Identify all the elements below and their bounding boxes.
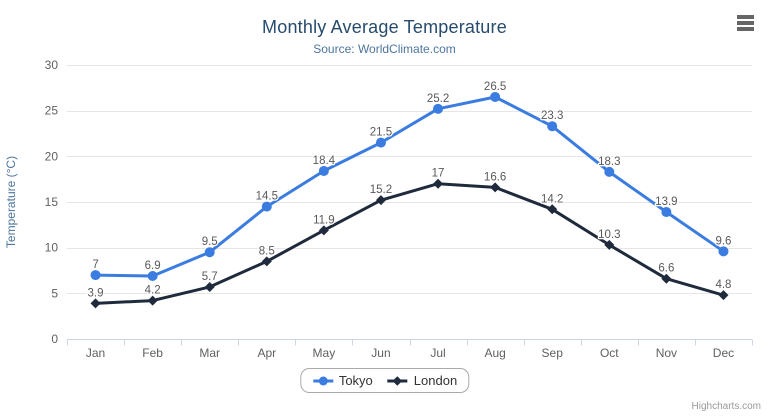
hamburger-icon [737, 15, 754, 19]
svg-text:Aug: Aug [484, 346, 505, 360]
svg-text:10.3: 10.3 [598, 229, 620, 241]
line-diamond-marker-icon [387, 375, 408, 386]
line-circle-marker-icon [312, 376, 333, 385]
svg-text:13.9: 13.9 [655, 196, 677, 208]
svg-text:6.6: 6.6 [658, 263, 674, 275]
hamburger-icon [737, 27, 754, 31]
svg-text:15: 15 [45, 195, 59, 209]
svg-text:Apr: Apr [257, 346, 276, 360]
legend-label: London [413, 373, 458, 388]
svg-text:4.2: 4.2 [145, 285, 161, 297]
svg-text:May: May [313, 346, 336, 360]
svg-text:Temperature (°C): Temperature (°C) [4, 156, 18, 248]
export-menu-button[interactable] [735, 13, 756, 33]
svg-text:Jul: Jul [430, 346, 445, 360]
svg-text:9.6: 9.6 [715, 235, 731, 247]
svg-text:25: 25 [45, 104, 59, 118]
svg-text:10: 10 [45, 241, 59, 255]
hamburger-icon [737, 21, 754, 25]
svg-text:8.5: 8.5 [259, 245, 275, 257]
svg-text:14.2: 14.2 [541, 193, 563, 205]
svg-text:16.6: 16.6 [484, 171, 506, 183]
svg-text:25.2: 25.2 [427, 93, 449, 105]
svg-text:Oct: Oct [600, 346, 619, 360]
chart-subtitle: Source: WorldClimate.com [313, 42, 456, 56]
svg-text:11.9: 11.9 [313, 214, 335, 226]
svg-text:17: 17 [432, 168, 445, 180]
legend-label: Tokyo [338, 373, 373, 388]
svg-text:Mar: Mar [199, 346, 220, 360]
svg-text:5: 5 [51, 286, 58, 300]
svg-text:3.9: 3.9 [88, 287, 104, 299]
svg-text:30: 30 [45, 58, 59, 72]
svg-text:Sep: Sep [542, 346, 564, 360]
svg-text:Jun: Jun [371, 346, 390, 360]
svg-text:Nov: Nov [656, 346, 677, 360]
svg-text:20: 20 [45, 149, 59, 163]
legend-item-tokyo[interactable]: Tokyo [312, 373, 373, 388]
svg-text:15.2: 15.2 [370, 184, 392, 196]
svg-text:14.5: 14.5 [256, 191, 278, 203]
svg-text:26.5: 26.5 [484, 81, 506, 93]
svg-text:5.7: 5.7 [202, 271, 218, 283]
svg-text:18.4: 18.4 [313, 155, 336, 167]
svg-text:7: 7 [92, 259, 98, 271]
svg-text:9.5: 9.5 [202, 236, 218, 248]
svg-text:18.3: 18.3 [598, 156, 620, 168]
svg-text:Dec: Dec [713, 346, 734, 360]
svg-text:Feb: Feb [142, 346, 163, 360]
svg-text:0: 0 [51, 332, 58, 346]
svg-text:21.5: 21.5 [370, 127, 392, 139]
chart-title: Monthly Average Temperature [262, 17, 507, 37]
highcharts-credit[interactable]: Highcharts.com [691, 401, 761, 412]
svg-text:4.8: 4.8 [715, 279, 731, 291]
legend: Tokyo London [299, 368, 470, 393]
svg-text:23.3: 23.3 [541, 110, 563, 122]
svg-text:Jan: Jan [86, 346, 105, 360]
legend-item-london[interactable]: London [387, 373, 457, 388]
svg-text:6.9: 6.9 [145, 260, 161, 272]
